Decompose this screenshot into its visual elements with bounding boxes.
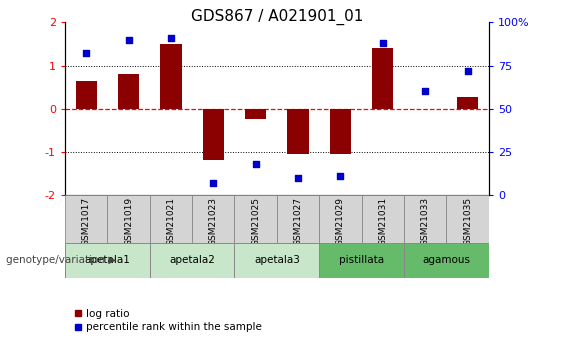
Bar [330, 109, 351, 154]
Bar [362, 195, 404, 243]
Bar [404, 195, 446, 243]
Point [336, 173, 345, 179]
Bar [372, 48, 393, 109]
Text: GSM21035: GSM21035 [463, 197, 472, 246]
Point [82, 51, 91, 56]
Point [463, 68, 472, 73]
Point [294, 175, 303, 180]
Text: GSM21023: GSM21023 [209, 197, 218, 246]
Text: agamous: agamous [423, 256, 470, 265]
Point [379, 40, 388, 46]
Text: GDS867 / A021901_01: GDS867 / A021901_01 [190, 9, 363, 25]
Point [420, 89, 430, 94]
Point [124, 37, 133, 42]
Bar [107, 195, 150, 243]
Text: GSM21027: GSM21027 [294, 197, 302, 246]
Bar [234, 195, 277, 243]
Text: apetala2: apetala2 [169, 256, 215, 265]
Point [209, 180, 218, 186]
Bar [65, 243, 150, 278]
Text: GSM21025: GSM21025 [251, 197, 260, 246]
Bar [203, 109, 224, 160]
Text: apetala1: apetala1 [84, 256, 131, 265]
Text: GSM21017: GSM21017 [82, 197, 90, 246]
Bar [288, 109, 308, 154]
Text: GSM21029: GSM21029 [336, 197, 345, 246]
Bar [446, 195, 489, 243]
Bar [319, 195, 362, 243]
Legend: log ratio, percentile rank within the sample: log ratio, percentile rank within the sa… [70, 305, 266, 336]
Text: GSM21021: GSM21021 [167, 197, 175, 246]
Bar [245, 109, 266, 119]
Bar [150, 195, 192, 243]
Bar [319, 243, 404, 278]
Text: pistillata: pistillata [339, 256, 384, 265]
Bar [118, 74, 139, 109]
Bar [150, 243, 234, 278]
Text: GSM21019: GSM21019 [124, 197, 133, 246]
Text: genotype/variation ▶: genotype/variation ▶ [6, 256, 116, 265]
Point [167, 35, 176, 41]
Text: apetala3: apetala3 [254, 256, 300, 265]
Bar [234, 243, 319, 278]
Point [251, 161, 260, 167]
Bar [404, 243, 489, 278]
Bar [160, 44, 181, 109]
Bar [192, 195, 234, 243]
Bar [65, 195, 107, 243]
Text: GSM21033: GSM21033 [421, 197, 429, 246]
Text: GSM21031: GSM21031 [379, 197, 387, 246]
Bar [457, 97, 478, 109]
Bar [277, 195, 319, 243]
Bar [76, 81, 97, 109]
